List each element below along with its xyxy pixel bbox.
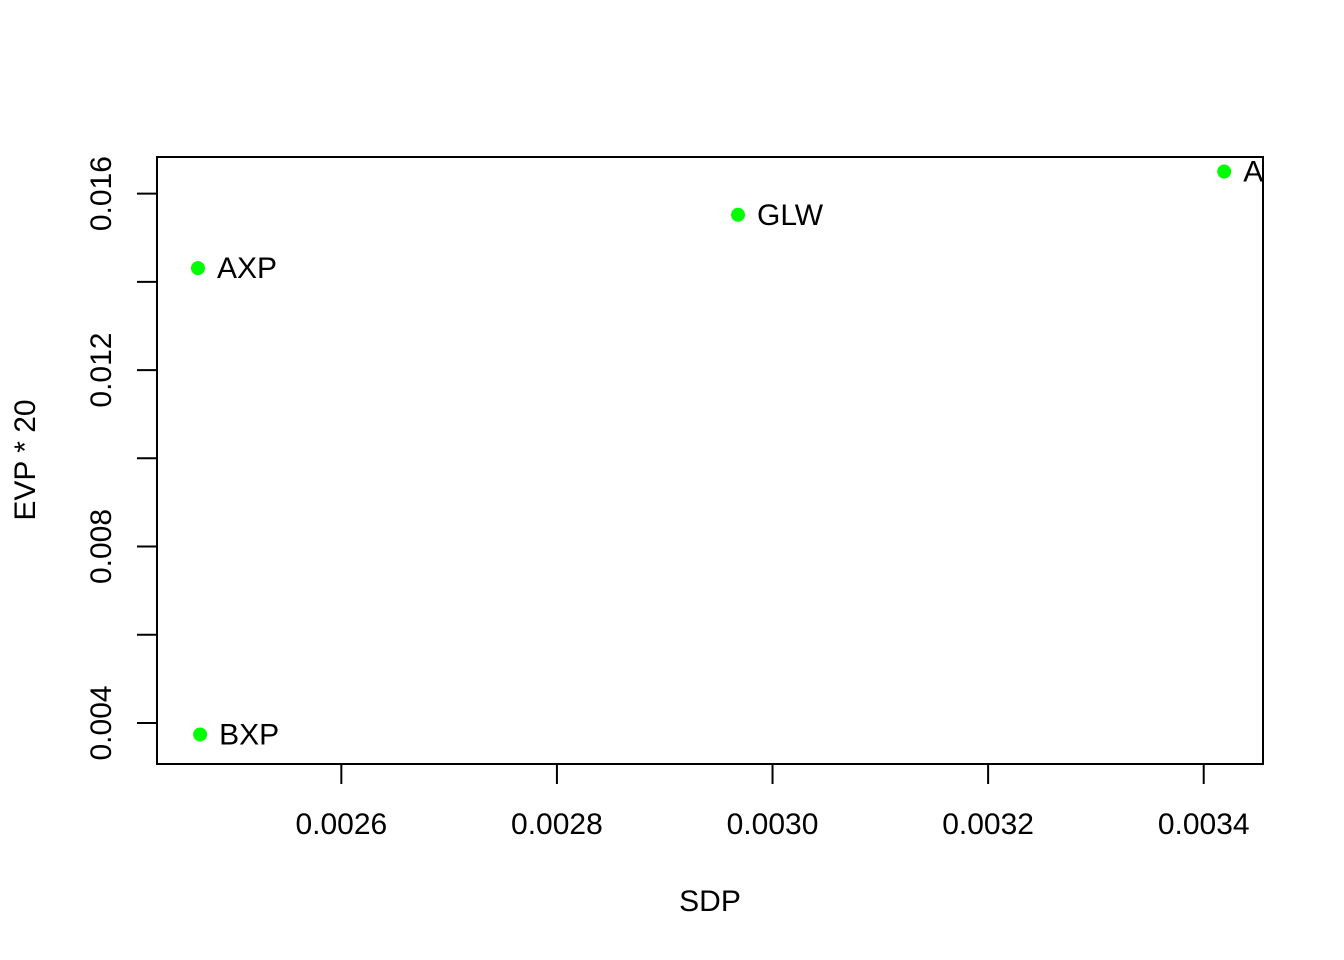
y-tick-label: 0.004 — [85, 685, 118, 760]
data-point — [193, 727, 208, 742]
x-axis-label: SDP — [679, 885, 741, 918]
point-label: AXP — [217, 252, 277, 285]
point-label: GLW — [757, 199, 824, 232]
data-point — [190, 261, 205, 276]
x-tick-label: 0.0034 — [1158, 808, 1250, 841]
y-axis-label: EVP * 20 — [9, 399, 42, 520]
data-point — [1217, 164, 1232, 179]
data-points: A GLW AXP BXP — [190, 156, 1263, 751]
x-tick-label: 0.0028 — [511, 808, 603, 841]
y-tick-label: 0.016 — [85, 156, 118, 231]
y-axis: 0.004 0.008 0.012 0.016 — [85, 156, 158, 761]
x-tick-label: 0.0032 — [942, 808, 1034, 841]
x-axis: 0.0026 0.0028 0.0030 0.0032 0.0034 — [295, 763, 1250, 841]
x-tick-label: 0.0030 — [727, 808, 819, 841]
point-label: A — [1243, 156, 1263, 189]
x-tick-label: 0.0026 — [295, 808, 387, 841]
point-label: BXP — [219, 718, 279, 751]
y-tick-label: 0.012 — [85, 333, 118, 408]
plot-frame — [156, 156, 1264, 765]
data-point — [731, 207, 746, 222]
y-tick-label: 0.008 — [85, 509, 118, 584]
